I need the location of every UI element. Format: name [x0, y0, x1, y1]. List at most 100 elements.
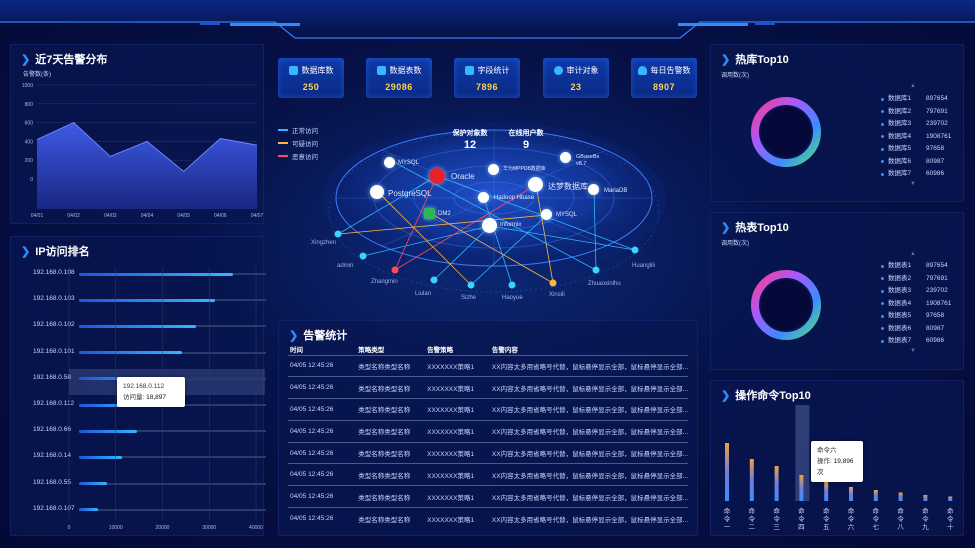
- stat-card-databases[interactable]: 数据库数 250: [278, 58, 344, 98]
- stat-card-fields[interactable]: 字段统计 7896: [454, 58, 520, 98]
- legend-value: 797691: [926, 274, 948, 282]
- user-label: admin: [337, 263, 354, 269]
- ip-label: 192.168.0.107: [33, 504, 75, 512]
- huawei-icon[interactable]: [488, 164, 499, 175]
- dameng-icon[interactable]: [528, 177, 543, 192]
- scroll-up-icon[interactable]: ▲: [910, 83, 916, 89]
- legend-value: 239702: [926, 287, 948, 294]
- command-label: 命令七: [872, 508, 880, 531]
- alert-row[interactable]: 04/05 12:45:26 类型名称类型名称 XXXXXXX策略1 XX内容太多用省…: [288, 419, 688, 443]
- alert-row[interactable]: 04/05 12:45:26 类型名称类型名称 XXXXXXX策略1 XX内容太多用省…: [288, 507, 688, 530]
- legend-value: 60986: [926, 170, 945, 177]
- alert-content: XX内容太多用省略号代替，鼠标悬停显示全部，鼠标悬停显示全部...: [489, 485, 688, 508]
- alert-content: XX内容太多用省略号代替，鼠标悬停显示全部，鼠标悬停显示全部...: [489, 419, 688, 443]
- ip-track: [79, 351, 266, 355]
- ip-row[interactable]: 192.168.0.14: [11, 447, 271, 473]
- chevron-right-icon: ❯: [289, 329, 299, 342]
- db2-icon[interactable]: [424, 208, 435, 219]
- stat-card-tables[interactable]: 数据表数 29086: [366, 58, 432, 98]
- legend-item[interactable]: 数据库4 1908761: [881, 131, 951, 144]
- legend-name: 数据库4: [888, 132, 912, 140]
- legend-name: 数据表2: [888, 274, 912, 282]
- scroll-up-icon[interactable]: ▲: [910, 251, 916, 257]
- legend-value: 80987: [926, 157, 945, 165]
- ip-row[interactable]: 192.168.0.108: [11, 264, 271, 290]
- alert-time: 04/05 12:45:26: [288, 398, 357, 421]
- legend-item[interactable]: 数据库5 97658: [881, 143, 951, 156]
- scroll-down-icon[interactable]: ▼: [910, 181, 916, 187]
- mysql-icon[interactable]: [541, 209, 552, 220]
- alert-row[interactable]: 04/05 12:45:26 类型名称类型名称 XXXXXXX策略1 XX内容太多用省…: [288, 485, 688, 508]
- ip-row[interactable]: 192.168.0.66: [11, 421, 271, 447]
- legend-value: 1908761: [926, 299, 952, 307]
- legend-item[interactable]: 数据表1 897654: [881, 260, 951, 273]
- legend-name: 数据库2: [888, 107, 912, 115]
- col-content: 告警内容: [491, 346, 518, 354]
- alert-type: 类型名称类型名称: [356, 485, 426, 508]
- alert-row[interactable]: 04/05 12:45:26 类型名称类型名称 XXXXXXX策略1 XX内容太多用省…: [288, 398, 688, 421]
- legend-item[interactable]: 数据表5 97658: [881, 310, 951, 323]
- alert-row[interactable]: 04/05 12:45:26 类型名称类型名称 XXXXXXX策略1 XX内容太多用省…: [288, 354, 688, 377]
- ip-row[interactable]: 192.168.0.103: [11, 290, 271, 316]
- hadoop-icon[interactable]: [478, 192, 489, 203]
- ip-row[interactable]: 192.168.0.55: [11, 474, 271, 500]
- ip-row[interactable]: 192.168.0.102: [11, 316, 271, 342]
- area-x-tick: 04/04: [141, 213, 154, 219]
- mariadb-icon[interactable]: [588, 184, 599, 195]
- legend-item[interactable]: 数据表7 60986: [881, 335, 951, 348]
- command-bar: [923, 495, 928, 501]
- area-x-tick: 04/01: [31, 213, 44, 219]
- alert-row[interactable]: 04/05 12:45:26 类型名称类型名称 XXXXXXX策略1 XX内容太多用省…: [288, 376, 688, 399]
- chevron-right-icon: ❯: [721, 389, 731, 402]
- alert-policy: XXXXXXX策略1: [425, 354, 490, 377]
- legend-name: 数据表1: [888, 262, 912, 269]
- mysql-icon[interactable]: [384, 157, 395, 168]
- ip-bar: [79, 298, 215, 302]
- legend-dot: [881, 289, 884, 293]
- oracle-icon[interactable]: [429, 168, 445, 184]
- stat-card-daily-alerts[interactable]: 每日告警数 8907: [631, 58, 697, 98]
- scroll-down-icon[interactable]: ▼: [910, 348, 916, 354]
- legend-item[interactable]: 数据库7 60986: [881, 168, 951, 181]
- ip-row[interactable]: 192.168.0.107: [11, 500, 271, 526]
- alert-row[interactable]: 04/05 12:45:26 类型名称类型名称 XXXXXXX策略1 XX内容太多用省…: [288, 441, 688, 464]
- alert-stats-panel: ❯ 告警统计 时间 策略类型 告警策略 告警内容 04/05 12:45:26 类型…: [278, 320, 698, 536]
- weekly-alerts-chart: 1000 800 600 400 200 0 04/01 04/02 04/03 04/04 04/…: [22, 83, 264, 219]
- stat-card-audit[interactable]: 审计对象 23: [543, 58, 609, 98]
- legend-item[interactable]: 数据表3 239702: [881, 285, 951, 298]
- alert-table-header: 时间 策略类型 告警策略 告警内容: [288, 343, 688, 355]
- postgresql-icon[interactable]: [370, 185, 384, 199]
- legend-item[interactable]: 数据库1 897654: [881, 93, 951, 106]
- header-decoration: [0, 0, 975, 39]
- legend-item[interactable]: 数据表4 1908761: [881, 298, 951, 311]
- ip-row[interactable]: 192.168.0.101: [11, 343, 271, 369]
- alert-policy: XXXXXXX策略1: [425, 463, 490, 486]
- legend-item[interactable]: 数据库2 797691: [881, 106, 951, 119]
- alert-time: 04/05 12:45:26: [288, 485, 357, 508]
- gbase-icon[interactable]: [560, 152, 571, 163]
- command-bar: [824, 482, 829, 501]
- legend-malicious: 恶意访问: [278, 151, 318, 161]
- alert-type: 类型名称类型名称: [356, 441, 426, 464]
- legend-dot: [881, 302, 884, 306]
- ip-ranking-title: ❯ IP访问排名: [21, 245, 90, 259]
- alert-policy: XXXXXXX策略1: [425, 419, 490, 443]
- legend-value: 1908761: [926, 132, 952, 140]
- area-y-tick: 400: [25, 139, 34, 145]
- legend-item[interactable]: 数据库6 80987: [881, 156, 951, 169]
- alert-time: 04/05 12:45:26: [288, 419, 357, 443]
- user-label: Xinsili: [549, 292, 565, 298]
- hot-table-legend: 数据表1 897654 数据表2 797691 数据表3 239702 数据表4 190876…: [881, 260, 951, 348]
- ip-label: 192.168.0.112: [33, 400, 75, 407]
- informix-icon[interactable]: [482, 218, 497, 233]
- legend-item[interactable]: 数据表2 797691: [881, 273, 951, 286]
- legend-item[interactable]: 数据库3 239702: [881, 118, 951, 131]
- command-bar: [799, 475, 804, 501]
- ip-x-tick: 30000: [202, 525, 216, 531]
- ip-bar: [79, 324, 196, 328]
- legend-item[interactable]: 数据表6 80987: [881, 323, 951, 336]
- legend-value: 239702: [926, 120, 948, 127]
- alert-row[interactable]: 04/05 12:45:26 类型名称类型名称 XXXXXXX策略1 XX内容太多用省…: [288, 463, 688, 486]
- command-label: 命令一: [723, 508, 731, 531]
- alert-type: 类型名称类型名称: [356, 376, 426, 399]
